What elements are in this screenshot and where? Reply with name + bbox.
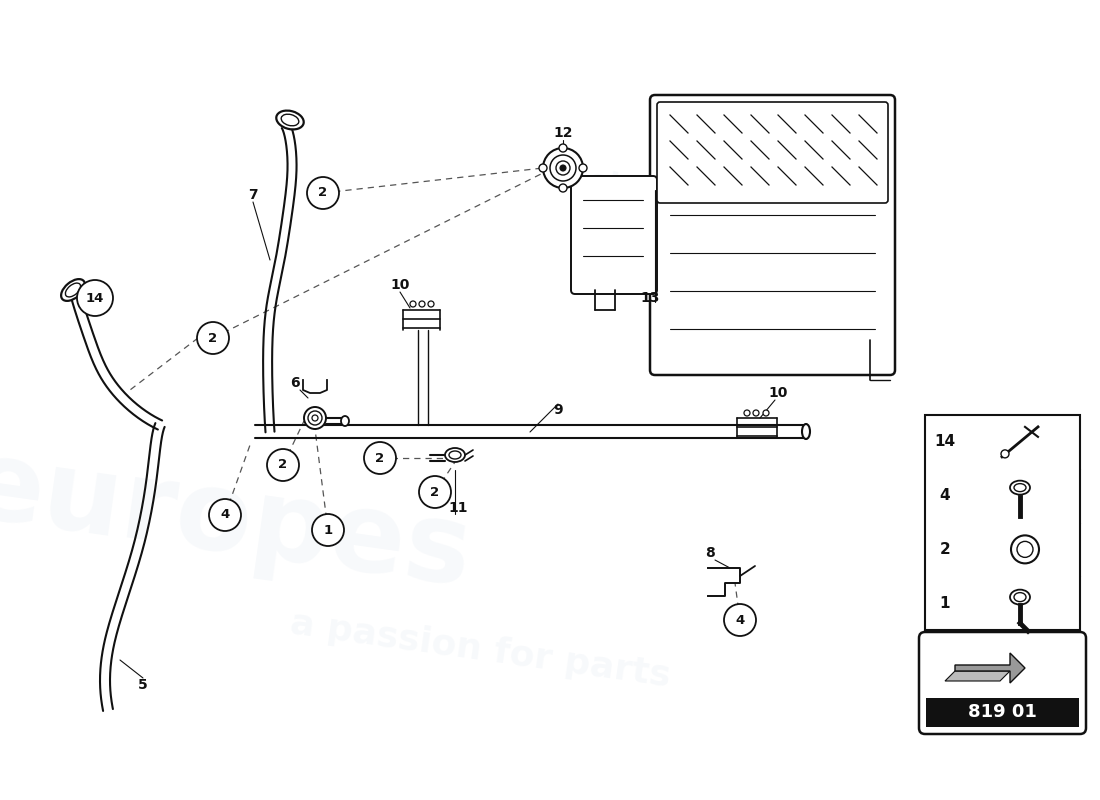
FancyBboxPatch shape — [650, 95, 895, 375]
Text: 14: 14 — [934, 434, 956, 450]
Text: 13: 13 — [640, 291, 660, 305]
Text: 14: 14 — [86, 291, 104, 305]
Text: 2: 2 — [939, 542, 950, 557]
Text: 10: 10 — [390, 278, 409, 292]
Circle shape — [763, 410, 769, 416]
Ellipse shape — [1014, 593, 1026, 602]
Circle shape — [197, 322, 229, 354]
Circle shape — [428, 301, 435, 307]
Circle shape — [1018, 542, 1033, 558]
Circle shape — [364, 442, 396, 474]
Circle shape — [77, 280, 113, 316]
Circle shape — [1011, 535, 1040, 563]
FancyBboxPatch shape — [657, 102, 888, 203]
FancyBboxPatch shape — [918, 632, 1086, 734]
Text: 1: 1 — [939, 596, 950, 610]
Circle shape — [550, 155, 576, 181]
Text: 2: 2 — [375, 451, 385, 465]
Text: a passion for parts: a passion for parts — [287, 606, 672, 694]
Circle shape — [267, 449, 299, 481]
Circle shape — [539, 164, 547, 172]
Ellipse shape — [1014, 484, 1026, 492]
Ellipse shape — [449, 451, 461, 459]
Text: 11: 11 — [449, 501, 468, 515]
Text: 10: 10 — [768, 386, 788, 400]
Text: 1: 1 — [323, 523, 332, 537]
Bar — [926, 698, 1079, 727]
Text: 6: 6 — [290, 376, 300, 390]
Ellipse shape — [65, 283, 80, 297]
Text: 2: 2 — [278, 458, 287, 471]
Text: 819 01: 819 01 — [968, 703, 1037, 721]
Circle shape — [543, 148, 583, 188]
Circle shape — [754, 410, 759, 416]
Circle shape — [724, 604, 756, 636]
Circle shape — [312, 514, 344, 546]
Ellipse shape — [1010, 481, 1030, 494]
Text: 2: 2 — [208, 331, 218, 345]
Circle shape — [1001, 450, 1009, 458]
Ellipse shape — [304, 407, 326, 429]
Ellipse shape — [276, 110, 304, 130]
Circle shape — [559, 184, 566, 192]
Ellipse shape — [1010, 590, 1030, 605]
Ellipse shape — [62, 279, 85, 301]
Circle shape — [209, 499, 241, 531]
Ellipse shape — [312, 415, 318, 421]
Circle shape — [579, 164, 587, 172]
Circle shape — [419, 301, 425, 307]
Polygon shape — [945, 671, 1010, 681]
Circle shape — [560, 165, 566, 171]
Text: 12: 12 — [553, 126, 573, 140]
Text: 8: 8 — [705, 546, 715, 560]
Text: since 1985: since 1985 — [586, 166, 773, 234]
Ellipse shape — [802, 424, 810, 439]
Circle shape — [556, 161, 570, 175]
Ellipse shape — [282, 114, 299, 126]
Circle shape — [744, 410, 750, 416]
Polygon shape — [955, 653, 1025, 683]
Text: 4: 4 — [939, 488, 950, 503]
Circle shape — [559, 144, 566, 152]
Ellipse shape — [308, 411, 322, 425]
Text: 2: 2 — [430, 486, 440, 498]
Circle shape — [419, 476, 451, 508]
Circle shape — [410, 301, 416, 307]
Text: europes: europes — [0, 432, 478, 608]
FancyBboxPatch shape — [571, 176, 657, 294]
Text: 5: 5 — [139, 678, 147, 692]
Text: 9: 9 — [553, 403, 563, 417]
Text: 4: 4 — [220, 509, 230, 522]
Bar — [925, 415, 1080, 630]
Text: 2: 2 — [318, 186, 328, 199]
Text: 7: 7 — [249, 188, 257, 202]
Ellipse shape — [446, 448, 465, 462]
Circle shape — [307, 177, 339, 209]
Ellipse shape — [341, 416, 349, 426]
Text: 4: 4 — [736, 614, 745, 626]
